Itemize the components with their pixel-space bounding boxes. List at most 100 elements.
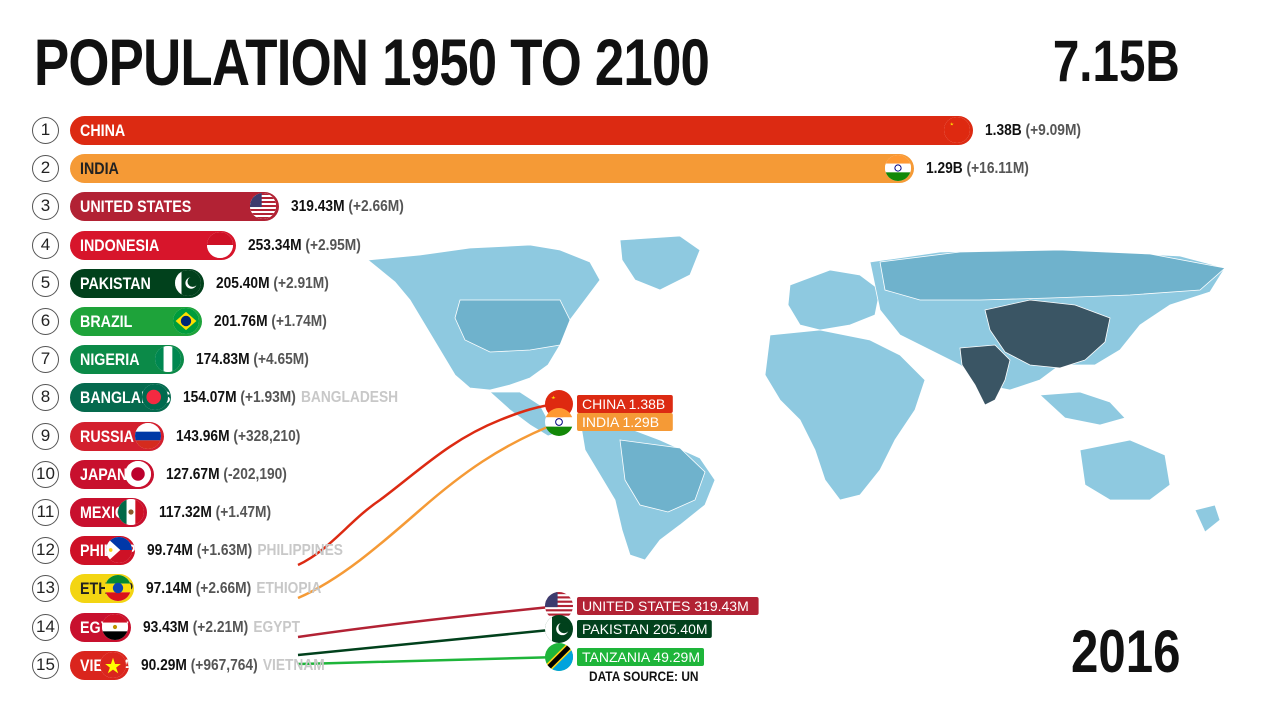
bar-row-ethiopia: 13ETHIOPIA97.14M (+2.66M)ETHIOPIA xyxy=(0,573,1280,604)
bar: PHILIPPINES xyxy=(70,536,136,566)
cn-flag-icon xyxy=(944,117,970,143)
rank-badge: 11 xyxy=(32,499,59,526)
bar-value: 97.14M (+2.66M) ETHIOPIA xyxy=(146,573,321,604)
change-text: (+2.21M) xyxy=(189,618,249,636)
bar-row-bangladesh: 8 BANGLADESH 154.07M (+1.93M) BANGLADESH xyxy=(0,382,1280,413)
bar: BRAZIL xyxy=(70,307,203,336)
bar-row-vietnam: 15VIETNAM90.29M (+967,764)VIETNAM xyxy=(0,650,1280,680)
bar-row-brazil: 6 BRAZIL 201.76M (+1.74M) xyxy=(0,306,1280,336)
rank-badge: 9 xyxy=(32,422,59,450)
change-text: (+2.66M) xyxy=(191,580,251,598)
bar: EGYPT xyxy=(70,612,132,642)
value-text: 99.74M xyxy=(147,542,194,560)
value-text: 90.29M xyxy=(141,656,187,674)
value-text: 117.32M xyxy=(158,504,212,521)
bar-label: JAPAN xyxy=(80,464,128,484)
us-flag-icon xyxy=(250,193,277,220)
rank-badge: 3 xyxy=(32,193,59,221)
value-text: 201.76M xyxy=(214,313,268,330)
bar-label: RUSSIA xyxy=(80,426,134,446)
mx-flag-icon xyxy=(117,499,144,525)
ghost-label: ETHIOPIA xyxy=(255,580,321,598)
bar: INDONESIA xyxy=(70,230,236,260)
bar-value: 174.83M (+4.65M) xyxy=(196,344,309,375)
rank-badge: 7 xyxy=(32,346,59,374)
bar-value: 253.34M (+2.95M) xyxy=(248,230,361,261)
value-text: 319.43M xyxy=(291,198,345,216)
rank-badge: 4 xyxy=(32,231,59,259)
bar: MEXICO xyxy=(70,498,147,527)
bar-value: 90.29M (+967,764) VIETNAM xyxy=(141,650,325,681)
value-text: 174.83M xyxy=(196,351,250,369)
map-australia xyxy=(1079,439,1171,501)
rank-badge: 10 xyxy=(32,460,59,488)
change-text: (+328,210) xyxy=(229,427,301,445)
value-text: 1.38B xyxy=(985,122,1022,139)
map-china xyxy=(984,299,1111,369)
ph-flag-icon xyxy=(106,537,133,564)
bar-row-india: 2 INDIA 1.29B (+16.11M) xyxy=(0,153,1280,184)
data-source: DATA SOURCE: UN xyxy=(589,668,699,684)
map-india xyxy=(959,344,1011,406)
ghost-label: VIETNAM xyxy=(262,656,325,674)
vn-flag-icon xyxy=(100,651,127,678)
bar-row-united-states: 3 UNITED STATES 319.43M (+2.66M) xyxy=(0,191,1280,222)
bar-value: 117.32M (+1.47M) xyxy=(159,497,271,528)
bar-value: 319.43M (+2.66M) xyxy=(291,191,404,222)
map-russia xyxy=(879,249,1226,301)
page-title: POPULATION 1950 TO 2100 xyxy=(34,25,710,99)
bar-value: 201.76M (+1.74M) xyxy=(214,306,327,337)
rank-badge: 1 xyxy=(32,117,59,144)
bd-flag-icon xyxy=(141,384,168,411)
map-africa xyxy=(764,329,926,501)
ng-flag-icon xyxy=(155,346,182,373)
id-flag-icon xyxy=(206,231,233,258)
rank-badge: 2 xyxy=(32,155,59,183)
change-text: (+1.74M) xyxy=(267,313,327,330)
ghost-label: EGYPT xyxy=(253,618,301,636)
map-brazil xyxy=(619,439,706,513)
change-text: (+9.09M) xyxy=(1021,122,1081,139)
bar-row-japan: 10 JAPAN 127.67M (-202,190) xyxy=(0,459,1280,489)
map-usa xyxy=(454,299,571,353)
bar: ETHIOPIA xyxy=(70,574,134,604)
bar-value: 1.29B (+16.11M) xyxy=(926,153,1029,184)
bar-label: UNITED STATES xyxy=(80,197,192,217)
rank-badge: 5 xyxy=(32,269,59,297)
rank-badge: 8 xyxy=(32,384,59,412)
map-greenland xyxy=(619,235,701,291)
bar: VIETNAM xyxy=(70,650,130,680)
change-text: (+1.63M) xyxy=(193,542,253,560)
bar-row-pakistan: 5 PAKISTAN 205.40M (+2.91M) xyxy=(0,268,1280,298)
value-text: 1.29B xyxy=(926,160,963,178)
value-text: 143.96M xyxy=(176,427,230,445)
total-population: 7.15B xyxy=(1053,29,1180,94)
rank-badge: 14 xyxy=(32,613,59,641)
bar: NIGERIA xyxy=(70,345,185,375)
bar-label: INDIA xyxy=(80,159,119,179)
bar: UNITED STATES xyxy=(70,192,280,222)
change-text: (+4.65M) xyxy=(249,351,310,369)
map-europe xyxy=(787,269,881,331)
bar-value: 99.74M (+1.63M) PHILIPPINES xyxy=(147,535,343,566)
change-text: (+2.95M) xyxy=(301,236,361,254)
bar-value: 205.40M (+2.91M) xyxy=(216,268,329,299)
value-text: 154.07M xyxy=(182,389,237,407)
rank-badge: 12 xyxy=(32,537,59,565)
bar-value: 154.07M (+1.93M) BANGLADESH xyxy=(183,382,398,413)
bar-row-nigeria: 7 NIGERIA 174.83M (+4.65M) xyxy=(0,344,1280,375)
bar-label: PAKISTAN xyxy=(80,273,151,293)
br-flag-icon xyxy=(173,308,200,334)
bar-label: NIGERIA xyxy=(80,350,140,370)
value-text: 127.67M xyxy=(165,465,220,483)
bar-row-russia: 9 RUSSIA 143.96M (+328,210) xyxy=(0,421,1280,451)
bar-label: BRAZIL xyxy=(80,312,133,331)
change-text: (+967,764) xyxy=(186,656,258,674)
map-southeast-asia xyxy=(1039,391,1126,426)
ghost-label: BANGLADESH xyxy=(300,389,398,407)
change-text: (+1.47M) xyxy=(211,504,271,521)
bar-row-philippines: 12 PHILIPPINES 99.74M (+1.63M)PHILIPPINES xyxy=(0,535,1280,566)
in-flag-icon xyxy=(885,155,912,182)
ru-flag-icon xyxy=(135,422,162,449)
value-text: 253.34M xyxy=(247,236,302,254)
